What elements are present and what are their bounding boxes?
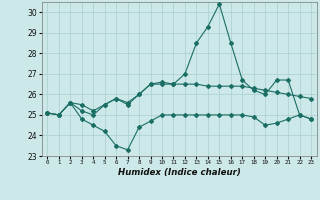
X-axis label: Humidex (Indice chaleur): Humidex (Indice chaleur) [118, 168, 241, 177]
